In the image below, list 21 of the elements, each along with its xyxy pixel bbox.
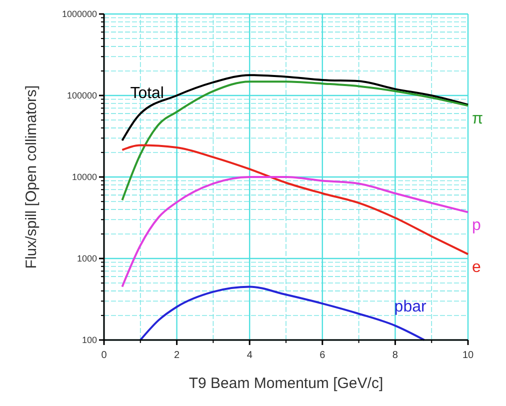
y-tick-label: 1000000 [62, 9, 97, 20]
line-series [139, 286, 426, 341]
y-tick-label: 100 [82, 335, 97, 346]
x-axis-title: T9 Beam Momentum [GeV/c] [188, 375, 384, 392]
y-tick-label: 100000 [66, 90, 97, 101]
line-series [121, 74, 469, 142]
y-axis-title: Flux/spill [Open collimators] [23, 85, 40, 269]
series-label: p [472, 216, 481, 234]
x-tick-label: 4 [246, 350, 253, 361]
x-tick-label: 10 [462, 350, 474, 361]
y-tick-label: 1000 [76, 254, 97, 264]
line-series [121, 176, 469, 288]
x-tick-label: 8 [392, 350, 398, 361]
series-label: π [472, 110, 484, 128]
line-series [121, 80, 469, 202]
x-tick-label: 2 [174, 350, 180, 361]
x-tick-label: 6 [320, 350, 326, 361]
x-tick-label: 0 [101, 350, 108, 361]
series-label: e [472, 258, 481, 276]
y-tick-label: 10000 [72, 172, 97, 182]
line-series [121, 144, 469, 256]
